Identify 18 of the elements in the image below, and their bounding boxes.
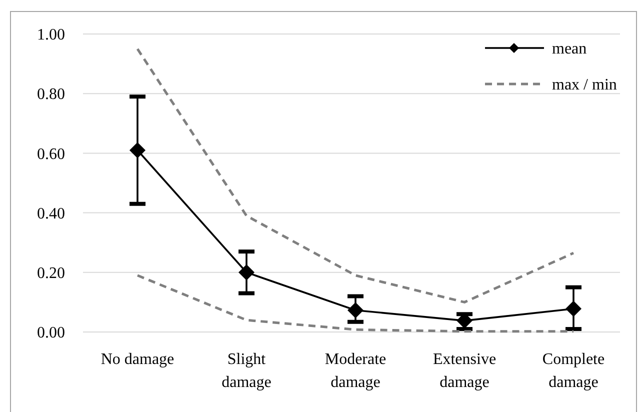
- y-tick-label: 0.60: [37, 146, 65, 163]
- x-tick-label: Extensive damage: [432, 351, 496, 391]
- x-tick-label: Complete damage: [542, 351, 605, 391]
- legend-label: mean: [552, 40, 587, 58]
- y-tick-label: 0.20: [37, 265, 65, 282]
- y-tick-label: 0.80: [37, 86, 65, 104]
- point: [566, 300, 582, 317]
- line-series: [136, 274, 575, 333]
- point: [238, 264, 254, 280]
- point: [130, 142, 146, 158]
- y-tick-label: 0.00: [37, 324, 65, 342]
- x-tick-label: No damage: [100, 351, 174, 368]
- point: [348, 302, 364, 318]
- y-tick-label: 1.00: [37, 26, 65, 44]
- x-tick-label: Slight damage: [222, 351, 272, 391]
- legend-label: max / min: [552, 76, 617, 94]
- y-tick-label: 0.40: [37, 205, 65, 222]
- x-tick-label: Moderate damage: [324, 351, 386, 391]
